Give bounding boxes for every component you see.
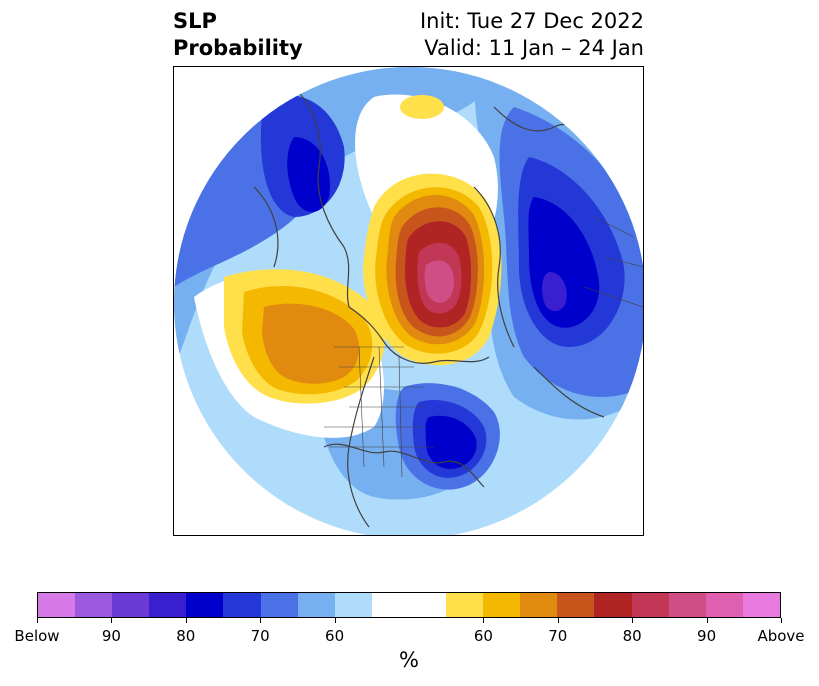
title-right: Init: Tue 27 Dec 2022 Valid: 11 Jan – 24… [420,8,644,62]
colorbar-swatch [631,593,669,617]
siberia-low-center [541,272,567,311]
title-kind: Probability [173,36,303,60]
colorbar-swatch [594,593,632,617]
colorbar [37,592,781,618]
title-valid: Valid: 11 Jan – 24 Jan [424,36,644,60]
colorbar-swatch [705,593,743,617]
colorbar-tick-mark [632,618,634,623]
colorbar-swatch [38,593,76,617]
colorbar-tick-label: 90 [697,627,717,645]
colorbar-tick-mark [706,618,708,623]
colorbar-tick-mark [334,618,336,623]
colorbar-swatch [297,593,335,617]
colorbar-swatch [260,593,298,617]
colorbar-tick-label: 70 [250,627,270,645]
north-yellow-patch [400,95,444,119]
colorbar-swatch [668,593,706,617]
colorbar-tick-mark [111,618,113,623]
east-na-low-core [425,415,477,469]
colorbar-swatch [149,593,187,617]
colorbar-tick-label: Above [757,627,805,645]
pacific-high-70 [262,303,360,384]
map-disc [174,67,643,535]
colorbar-swatch [371,593,409,617]
colorbar-tick-label: 60 [325,627,345,645]
colorbar-swatch [446,593,484,617]
colorbar-tick-label: 80 [622,627,642,645]
colorbar-tick-mark [557,618,559,623]
colorbar-tick-label: 90 [101,627,121,645]
colorbar-swatch [483,593,521,617]
title-init: Init: Tue 27 Dec 2022 [419,9,644,33]
colorbar-swatch [557,593,595,617]
colorbar-tick-mark [260,618,262,623]
map-panel [173,66,644,536]
colorbar-swatch [520,593,558,617]
colorbar-tick-mark [37,618,38,623]
colorbar-swatch [75,593,113,617]
colorbar-tick-mark [483,618,485,623]
colorbar-units: % [399,648,419,672]
colorbar-tick-label: 80 [176,627,196,645]
probability-map [174,67,643,535]
colorbar-swatch [186,593,224,617]
borders [324,216,643,478]
colorbar-tick-label: 60 [473,627,493,645]
colorbar-swatch [334,593,372,617]
colorbar-tick-mark [781,618,782,623]
colorbar-tick-label: Below [14,627,60,645]
arctic-high-90 [424,260,454,303]
colorbar-tick-mark [185,618,187,623]
colorbar-tick-label: 70 [548,627,568,645]
title-variable: SLP [173,9,217,33]
colorbar-swatch [112,593,150,617]
colorbar-swatch [223,593,261,617]
colorbar-swatch [742,593,780,617]
title-left: SLP Probability [173,8,303,62]
colorbar-swatch [408,593,447,617]
